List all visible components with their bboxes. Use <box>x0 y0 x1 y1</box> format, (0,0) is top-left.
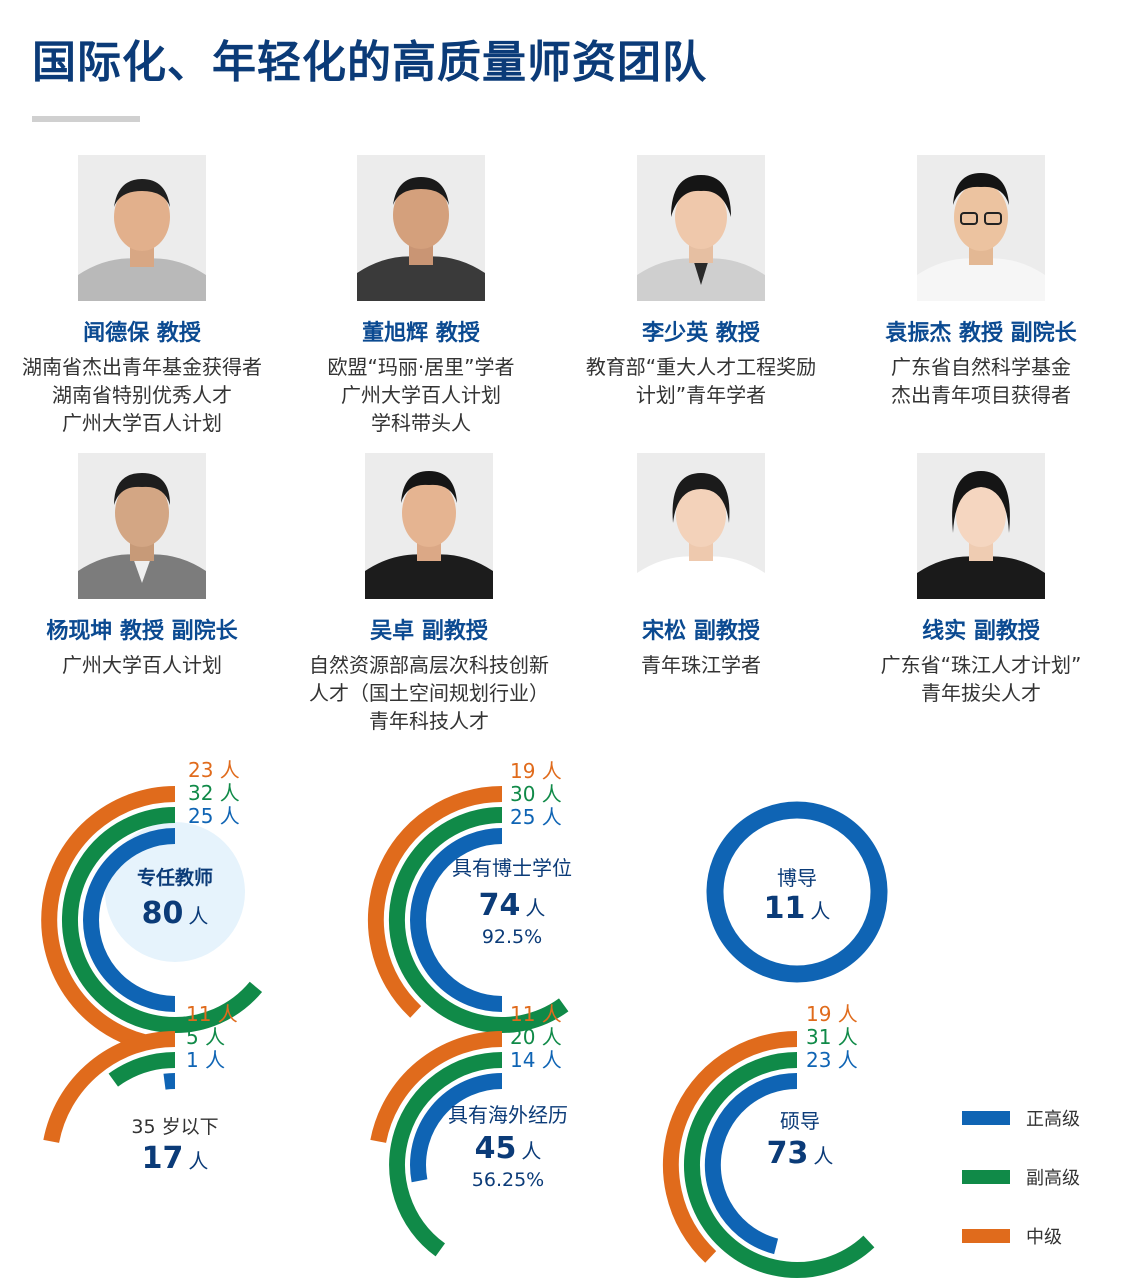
count-middle: 19 人 <box>806 1002 858 1026</box>
portrait-photo <box>365 453 493 599</box>
faculty-card: 董旭辉 教授 欧盟“玛丽·居里”学者 广州大学百人计划 学科带头人 <box>281 155 561 437</box>
portrait-photo <box>637 453 765 599</box>
center-circle <box>105 822 245 962</box>
faculty-description: 广州大学百人计划 <box>62 653 222 677</box>
arc-middle <box>367 786 503 1018</box>
faculty-description: 湖南省杰出青年基金获得者 湖南省特别优秀人才 广州大学百人计划 <box>22 355 262 435</box>
count-senior: 25 人 <box>510 805 562 829</box>
portrait-photo <box>637 155 765 301</box>
arc-associate <box>388 807 569 1033</box>
faculty-description: 青年珠江学者 <box>641 653 761 677</box>
count-senior: 25 人 <box>188 804 240 828</box>
arc-middle <box>43 1031 176 1144</box>
stat-group: 11 人 20 人 14 人 具有海外经历 45 人 56.25% <box>370 1002 568 1257</box>
arc-senior <box>163 1073 176 1090</box>
count-associate: 30 人 <box>510 782 562 806</box>
stat-label: 博导 <box>777 866 817 890</box>
faculty-description: 自然资源部高层次科技创新 人才（国土空间规划行业） 青年科技人才 <box>309 653 549 733</box>
faculty-card: 李少英 教授 教育部“重大人才工程奖励 计划”青年学者 <box>561 155 841 409</box>
legend-label: 副高级 <box>1026 1167 1080 1189</box>
stat-label: 具有博士学位 <box>452 856 572 880</box>
stat-label: 专任教师 <box>137 866 213 889</box>
faculty-stats-graphic: 23 人 32 人 25 人 专任教师 80 人 19 人 30 人 25 人 具… <box>41 758 888 1278</box>
legend-swatch <box>962 1169 1010 1184</box>
arc-senior <box>410 1073 503 1183</box>
count-associate: 5 人 <box>186 1025 225 1049</box>
stat-label: 35 岁以下 <box>131 1116 218 1138</box>
arc-middle <box>41 786 176 1050</box>
faculty-name: 董旭辉 教授 <box>362 321 480 346</box>
count-associate: 20 人 <box>510 1025 562 1049</box>
portrait-photo <box>917 453 1045 599</box>
arc-senior <box>410 828 503 1012</box>
stat-label: 具有海外经历 <box>448 1103 568 1127</box>
ring-senior <box>706 801 888 983</box>
faculty-card: 线实 副教授 广东省“珠江人才计划” 青年拔尖人才 <box>841 453 1121 707</box>
faculty-name: 闻德保 教授 <box>83 321 201 346</box>
faculty-description: 欧盟“玛丽·居里”学者 广州大学百人计划 学科带头人 <box>327 355 515 435</box>
portrait-photo <box>78 453 206 599</box>
faculty-card: 宋松 副教授 青年珠江学者 <box>561 453 841 679</box>
stat-value: 80 人 <box>142 896 209 931</box>
faculty-description: 教育部“重大人才工程奖励 计划”青年学者 <box>585 355 817 407</box>
faculty-name: 线实 副教授 <box>922 619 1040 644</box>
arc-associate <box>684 1052 875 1278</box>
stat-value: 73 人 <box>767 1136 834 1171</box>
faculty-name: 李少英 教授 <box>642 321 760 346</box>
legend-item-middle: 中级 <box>962 1206 1080 1265</box>
arc-associate <box>62 807 263 1033</box>
stat-percentage: 92.5% <box>482 926 542 948</box>
stat-group: 23 人 32 人 25 人 专任教师 80 人 <box>41 758 263 1050</box>
faculty-name: 吴卓 副教授 <box>370 619 488 644</box>
stat-value: 17 人 <box>142 1141 209 1176</box>
arc-middle <box>662 1031 798 1263</box>
legend: 正高级 副高级 中级 <box>962 1088 1080 1265</box>
count-associate: 32 人 <box>188 781 240 805</box>
arc-senior <box>704 1072 798 1255</box>
faculty-description: 广东省“珠江人才计划” 青年拔尖人才 <box>880 653 1082 705</box>
faculty-card: 吴卓 副教授 自然资源部高层次科技创新 人才（国土空间规划行业） 青年科技人才 <box>289 453 569 735</box>
faculty-name: 宋松 副教授 <box>642 619 760 644</box>
title-divider <box>32 116 140 122</box>
page-title: 国际化、年轻化的高质量师资团队 <box>32 37 707 88</box>
faculty-card: 杨现坤 教授 副院长 广州大学百人计划 <box>2 453 282 679</box>
count-associate: 31 人 <box>806 1025 858 1049</box>
stat-group: 19 人 30 人 25 人 具有博士学位 74 人 92.5% <box>367 759 572 1033</box>
portrait-photo <box>917 155 1045 301</box>
arc-associate <box>108 1052 176 1087</box>
count-senior: 14 人 <box>510 1048 562 1072</box>
count-middle: 11 人 <box>186 1002 238 1026</box>
legend-label: 正高级 <box>1026 1108 1080 1130</box>
arc-middle <box>370 1031 503 1144</box>
faculty-description: 广东省自然科学基金 杰出青年项目获得者 <box>891 355 1071 407</box>
count-middle: 11 人 <box>510 1002 562 1026</box>
stat-group: 11 人 5 人 1 人 35 岁以下 17 人 <box>43 1002 238 1176</box>
stat-value: 74 人 <box>479 888 546 923</box>
count-middle: 23 人 <box>188 758 240 782</box>
faculty-card: 闻德保 教授 湖南省杰出青年基金获得者 湖南省特别优秀人才 广州大学百人计划 <box>2 155 282 437</box>
arc-senior <box>83 828 176 1012</box>
count-middle: 19 人 <box>510 759 562 783</box>
stat-group: 19 人 31 人 23 人 硕导 73 人 <box>662 1002 875 1278</box>
faculty-card: 袁振杰 教授 副院长 广东省自然科学基金 杰出青年项目获得者 <box>841 155 1121 409</box>
count-senior: 1 人 <box>186 1048 225 1072</box>
stat-percentage: 56.25% <box>472 1169 544 1191</box>
stat-value: 45 人 <box>475 1131 542 1166</box>
arc-associate <box>389 1052 503 1257</box>
legend-item-associate: 副高级 <box>962 1147 1080 1206</box>
faculty-name: 杨现坤 教授 副院长 <box>46 619 238 644</box>
stat-label: 硕导 <box>780 1109 820 1133</box>
legend-item-senior: 正高级 <box>962 1088 1080 1147</box>
legend-swatch <box>962 1110 1010 1125</box>
faculty-name: 袁振杰 教授 副院长 <box>885 321 1077 346</box>
count-senior: 23 人 <box>806 1048 858 1072</box>
portrait-photo <box>78 155 206 301</box>
legend-label: 中级 <box>1026 1226 1062 1248</box>
legend-swatch <box>962 1228 1010 1243</box>
stat-group: 博导 11 人 <box>706 801 888 983</box>
stat-value: 11 人 <box>764 891 831 926</box>
portrait-photo <box>357 155 485 301</box>
